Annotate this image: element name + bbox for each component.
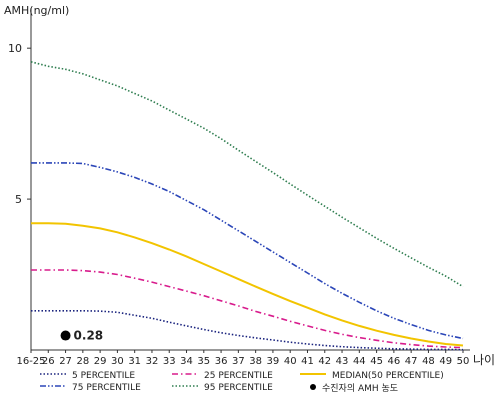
patient-amh-value-label: 0.28	[74, 329, 104, 343]
axes: AMH(ng/ml) 나이	[4, 4, 495, 367]
x-tick-label: 48	[422, 356, 435, 367]
x-tick-label: 42	[318, 356, 331, 367]
x-tick-label: 50	[457, 356, 470, 367]
x-tick-label: 49	[439, 356, 452, 367]
x-tick-label: 37	[232, 356, 245, 367]
legend-marker-dot	[310, 384, 316, 390]
x-tick-label: 43	[336, 356, 349, 367]
x-tick-label: 28	[76, 356, 89, 367]
x-tick-label: 39	[267, 356, 280, 367]
x-tick-label: 36	[215, 356, 228, 367]
x-tick-label: 45	[370, 356, 383, 367]
legend-label: 5 PERCENTILE	[72, 371, 135, 381]
series-lines	[30, 61, 464, 351]
series-line-5-percentile	[31, 309, 464, 351]
legend-label: 95 PERCENTILE	[204, 383, 273, 393]
patient-marker: 0.28	[60, 329, 104, 343]
x-tick-label: 29	[94, 356, 107, 367]
patient-amh-point	[60, 330, 71, 341]
series-line-median-50-percentile	[31, 222, 464, 347]
series-line-25-percentile	[31, 269, 464, 349]
x-tick-label: 34	[180, 356, 193, 367]
x-tick-label: 30	[111, 356, 124, 367]
x-tick-label: 41	[301, 356, 314, 367]
x-tick-label: 32	[146, 356, 159, 367]
x-tick-label: 44	[353, 356, 366, 367]
series-line-95-percentile	[30, 61, 464, 288]
legend-marker-label: 수진자의 AMH 농도	[322, 383, 398, 394]
x-tick-label: 35	[197, 356, 210, 367]
y-tick-label: 10	[8, 42, 22, 55]
legend-label: MEDIAN(50 PERCENTILE)	[332, 371, 444, 381]
legend-label: 75 PERCENTILE	[72, 383, 141, 393]
x-tick-label: 27	[59, 356, 72, 367]
y-axis-label: AMH(ng/ml)	[4, 4, 69, 17]
x-tick-label: 26	[42, 356, 55, 367]
y-tick-label: 5	[15, 193, 22, 206]
legend: 5 PERCENTILE 25 PERCENTILE MEDIAN(50 PERCE…	[40, 371, 444, 394]
series-line-75-percentile	[31, 162, 464, 340]
x-tick-label: 16-25	[16, 356, 45, 367]
x-tick-label: 47	[405, 356, 418, 367]
y-ticks: 5 10	[8, 42, 31, 206]
legend-label: 25 PERCENTILE	[204, 371, 273, 381]
x-tick-label: 33	[163, 356, 176, 367]
x-axis-label: 나이	[473, 353, 495, 367]
x-tick-label: 38	[249, 356, 262, 367]
x-tick-label: 40	[284, 356, 297, 367]
x-tick-label: 31	[128, 356, 141, 367]
x-tick-label: 46	[388, 356, 401, 367]
